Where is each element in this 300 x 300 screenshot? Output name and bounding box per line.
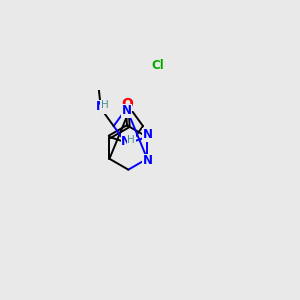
Text: H: H: [101, 100, 109, 110]
Text: O: O: [121, 97, 133, 111]
Text: Cl: Cl: [152, 58, 164, 72]
Text: N: N: [96, 100, 106, 113]
Text: N: N: [142, 154, 153, 167]
Text: N: N: [142, 128, 153, 141]
Text: N: N: [121, 135, 131, 148]
Text: H: H: [127, 135, 135, 145]
Text: N: N: [122, 104, 131, 118]
